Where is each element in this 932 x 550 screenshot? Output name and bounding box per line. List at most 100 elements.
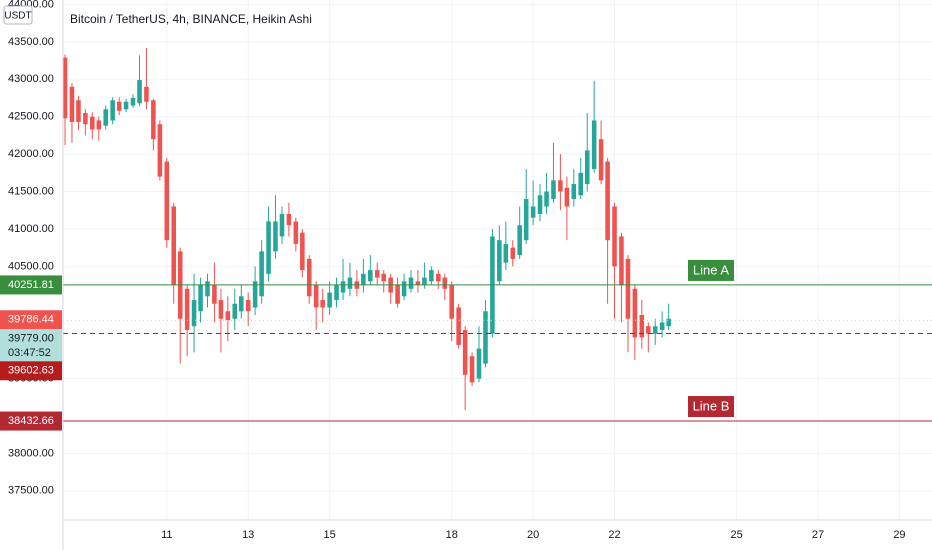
candle-body	[279, 213, 285, 237]
candle-body	[598, 139, 604, 181]
x-tick-label: 11	[161, 529, 172, 541]
candle-body	[157, 124, 163, 177]
candle-body	[381, 273, 387, 282]
y-tick-label: 41000.00	[8, 223, 54, 235]
candle-body	[191, 300, 197, 327]
y-tick-label: 41500.00	[8, 185, 54, 197]
x-tick-label: 27	[812, 529, 824, 541]
candle-body	[612, 206, 617, 267]
candle-body	[286, 213, 292, 226]
line-label: Line B	[693, 398, 730, 413]
y-tick-label: 42500.00	[8, 111, 54, 123]
price-label-box	[0, 310, 62, 330]
candle-body	[300, 232, 305, 271]
candle-body	[218, 300, 224, 319]
candle-body	[313, 285, 319, 308]
candle-body	[164, 161, 170, 241]
y-tick-label: 43500.00	[8, 36, 54, 48]
price-countdown: 03:47:52	[8, 347, 51, 359]
y-tick-label: 42000.00	[8, 148, 54, 160]
candle-body	[530, 206, 536, 218]
candle-body	[415, 281, 421, 286]
x-tick-label: 20	[527, 529, 539, 541]
y-tick-label: 38000.00	[8, 447, 54, 459]
candle-body	[462, 329, 468, 375]
line-label: Line A	[693, 262, 729, 277]
x-tick-label: 22	[608, 529, 620, 541]
candle-body	[449, 285, 454, 319]
candle-body	[639, 314, 645, 338]
candle-body	[401, 281, 407, 297]
candle-body	[442, 277, 448, 289]
candle-body	[591, 120, 597, 170]
candle-body	[605, 161, 610, 241]
price-label: 38432.66	[8, 415, 54, 427]
candle-body	[483, 311, 488, 364]
candle-body	[144, 86, 149, 102]
candle-body	[273, 221, 278, 252]
price-label-box	[0, 361, 62, 381]
candle-body	[625, 258, 631, 319]
candle-body	[110, 100, 115, 121]
x-tick-label: 25	[731, 529, 743, 541]
candle-body	[632, 288, 638, 338]
candle-body	[62, 57, 68, 119]
candle-body	[619, 236, 624, 286]
y-tick-label: 44000.00	[8, 0, 54, 10]
candle-body	[652, 326, 658, 334]
candle-body	[116, 101, 122, 111]
candle-body	[266, 221, 271, 274]
candle-body	[456, 307, 461, 345]
symbol-badge-box	[3, 5, 33, 25]
candle-body	[259, 251, 264, 297]
candle-body	[96, 120, 102, 130]
candle-body	[476, 348, 482, 379]
chart-title: Bitcoin / TetherUS, 4h, BINANCE, Heikin …	[70, 12, 312, 26]
candle-body	[293, 221, 299, 244]
candle-body	[584, 150, 590, 185]
candle-body	[184, 288, 190, 330]
candle-body	[368, 270, 373, 282]
candle-body	[320, 300, 325, 308]
price-label-box	[0, 411, 62, 431]
candle-body	[212, 285, 217, 304]
price-label: 39779.00	[8, 333, 54, 345]
x-tick-label: 18	[446, 529, 458, 541]
price-label-box	[0, 329, 62, 362]
candle-body	[130, 98, 136, 106]
symbol-badge: USDT	[4, 11, 31, 22]
price-label: 40251.81	[8, 279, 54, 291]
candle-body	[544, 191, 549, 207]
x-tick-label: 29	[893, 529, 905, 541]
candle-body	[245, 300, 251, 312]
candle-body	[198, 285, 203, 312]
candle-body	[571, 184, 577, 200]
x-tick-label: 13	[242, 529, 254, 541]
candle-body	[252, 281, 258, 308]
candle-body	[76, 100, 81, 122]
candle-body	[205, 281, 210, 297]
candle-body	[238, 296, 244, 312]
y-tick-label: 40500.00	[8, 260, 54, 272]
candle-body	[327, 292, 332, 308]
candle-body	[537, 195, 543, 214]
line-label-box	[688, 396, 734, 418]
candle-body	[422, 277, 427, 286]
candle-body	[517, 225, 522, 256]
x-tick-label: 15	[323, 529, 335, 541]
candle-body	[429, 270, 434, 282]
candle-body	[558, 180, 563, 192]
candle-body	[171, 206, 176, 286]
candle-body	[497, 240, 502, 282]
grid	[63, 0, 932, 520]
candle-body	[232, 303, 238, 319]
axis: 37500.0038000.0039000.0040500.0041000.00…	[0, 0, 906, 541]
candle-body	[646, 326, 651, 334]
candle-body	[395, 285, 400, 304]
price-label: 39786.44	[8, 314, 54, 326]
y-tick-label: 37500.00	[8, 485, 54, 497]
candle-body	[578, 172, 584, 196]
candle-body	[69, 86, 75, 122]
